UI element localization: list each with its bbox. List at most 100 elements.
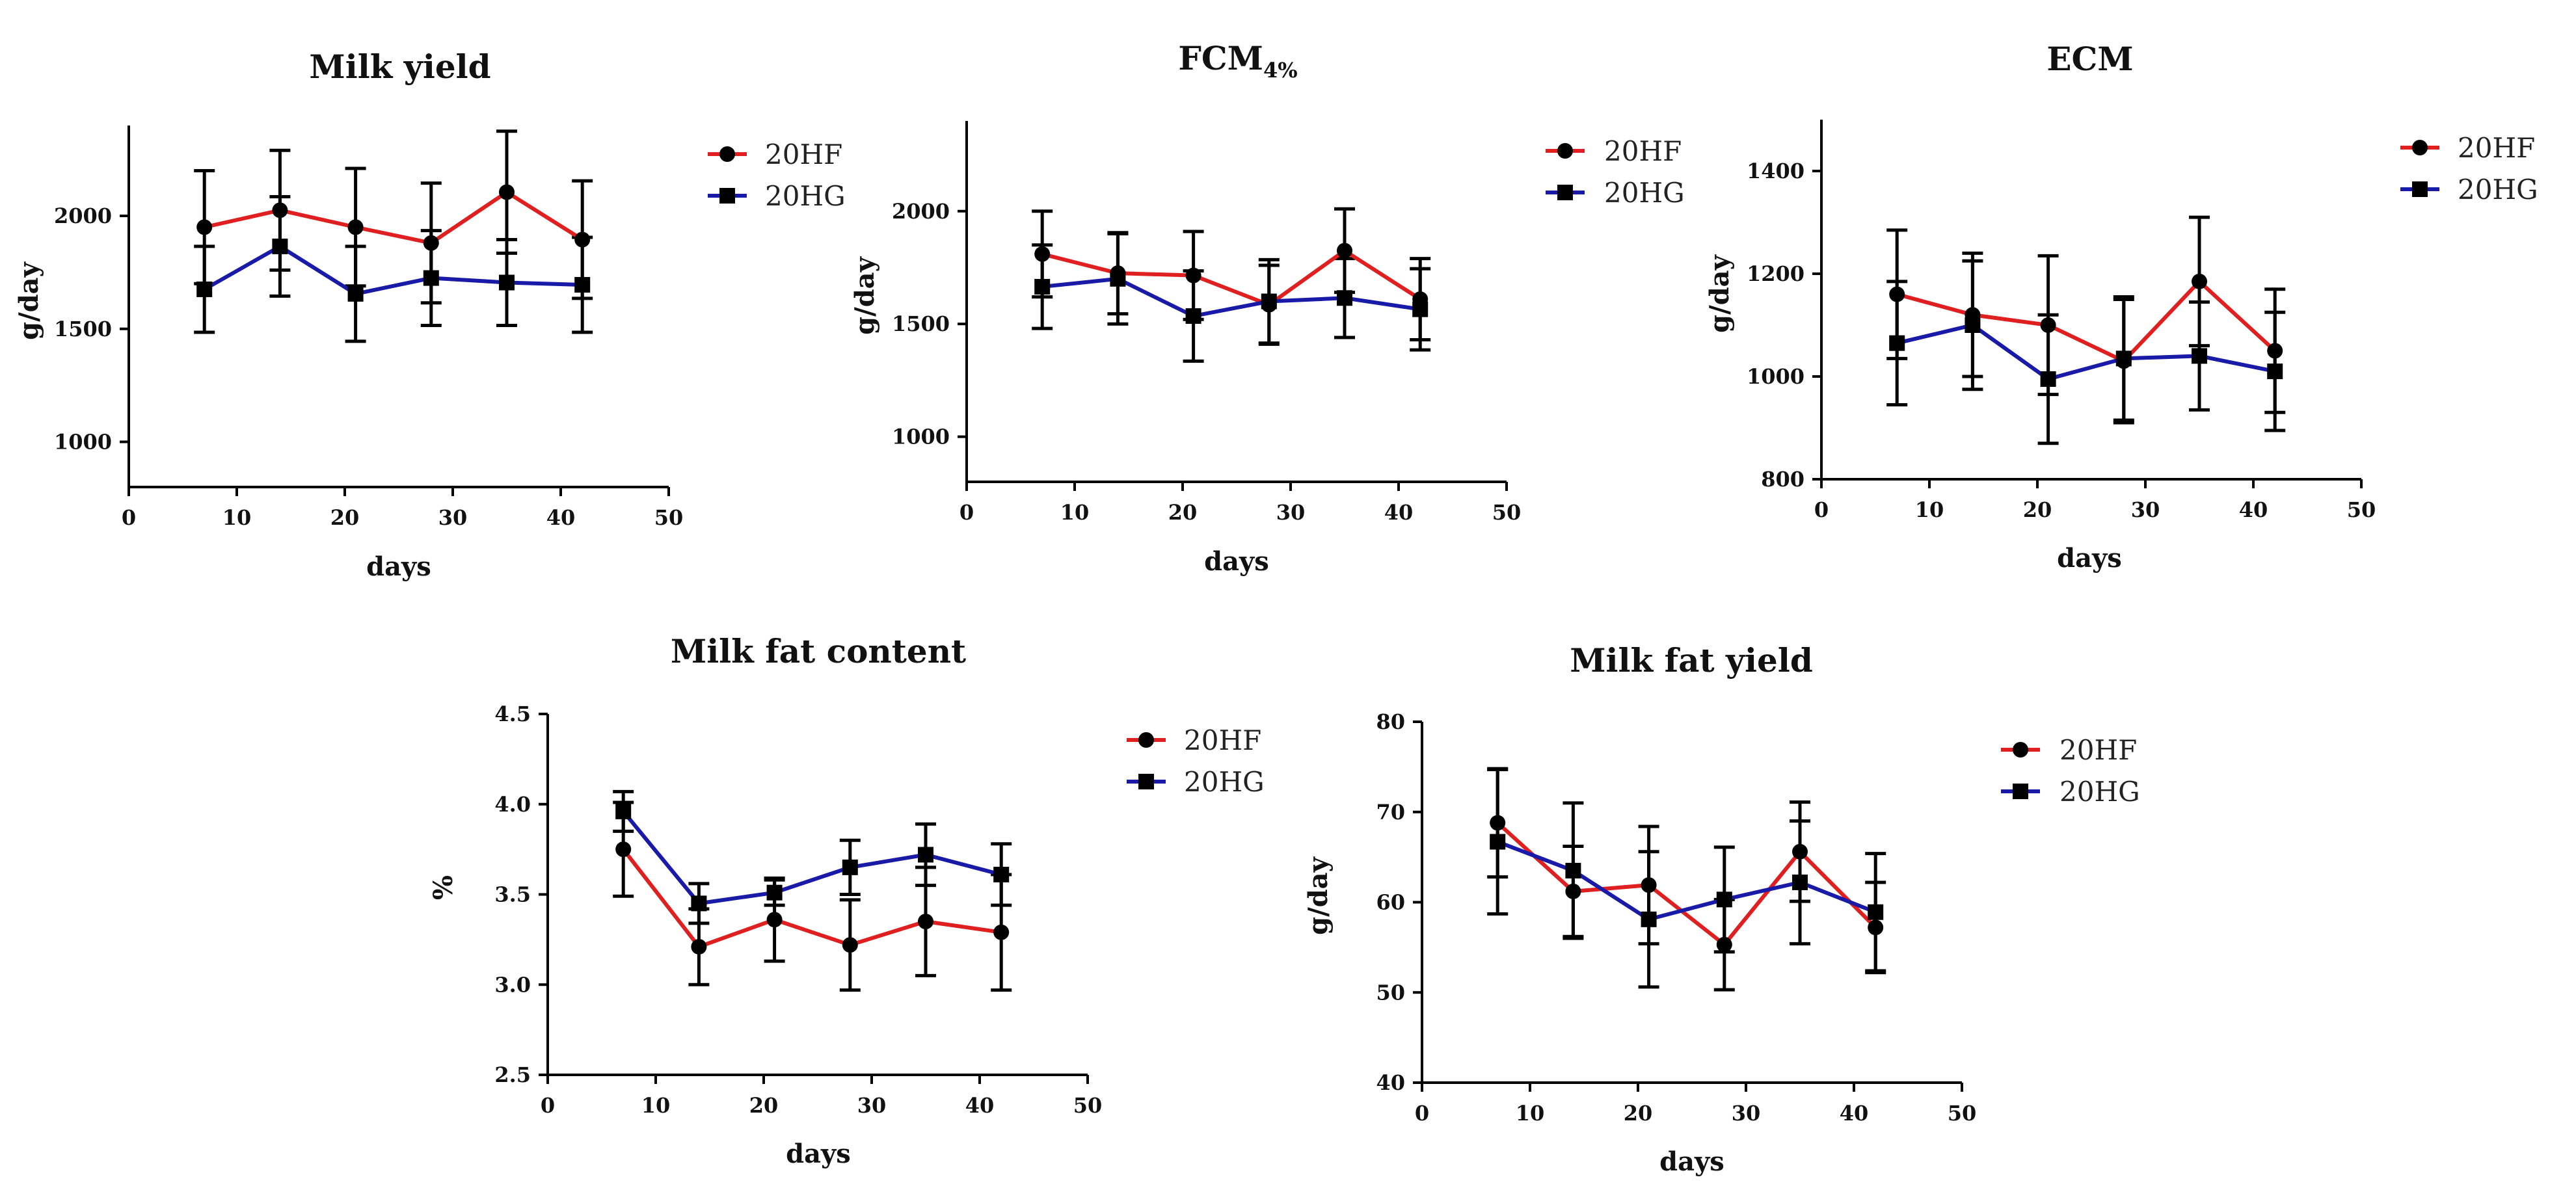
series-line-20HF xyxy=(1896,278,2277,363)
series-line-20HF xyxy=(1041,248,1421,308)
x-tick-label: 20 xyxy=(749,1093,779,1118)
data-point-20HF xyxy=(1641,877,1657,893)
y-axis-label: g/day xyxy=(1704,254,1735,332)
y-tick-label: 2000 xyxy=(892,199,950,224)
markers-layer xyxy=(196,184,591,302)
series-group xyxy=(1487,767,1886,992)
data-point-20HF xyxy=(2192,273,2207,289)
x-tick-label: 50 xyxy=(1948,1101,1977,1126)
ticks-group: 0 10 20 30 40 50 1000 1500 2000 xyxy=(892,199,1521,525)
x-tick-label: 10 xyxy=(222,505,252,530)
x-axis-label: days xyxy=(1204,546,1269,577)
x-tick-label: 0 xyxy=(122,505,136,530)
x-axis-label: days xyxy=(786,1139,851,1169)
y-tick-label: 1000 xyxy=(892,425,950,449)
y-tick-label: 4.5 xyxy=(494,702,531,726)
legend-marker-20HG xyxy=(2013,784,2028,799)
data-point-20HG xyxy=(1490,834,1506,850)
legend-label-20HF: 20HF xyxy=(1604,135,1682,167)
y-tick-label: 800 xyxy=(1761,467,1805,492)
y-tick-label: 80 xyxy=(1376,709,1405,734)
legend: 20HF 20HG xyxy=(2001,734,2140,808)
data-point-20HG xyxy=(347,285,364,302)
legend-marker-20HG xyxy=(1557,185,1573,200)
lines-layer xyxy=(621,810,1002,949)
data-point-20HF xyxy=(993,924,1010,940)
y-tick-label: 50 xyxy=(1376,980,1405,1005)
data-point-20HF xyxy=(2267,343,2283,359)
legend-label-20HF: 20HF xyxy=(1184,724,1261,756)
data-point-20HF xyxy=(1490,815,1506,831)
x-axis-label: days xyxy=(2057,543,2122,574)
data-point-20HG xyxy=(423,270,439,286)
x-tick-label: 0 xyxy=(1814,497,1829,522)
data-point-20HF xyxy=(196,219,213,235)
series-line-20HF xyxy=(1496,821,1877,947)
x-tick-label: 0 xyxy=(1415,1101,1429,1126)
data-point-20HF xyxy=(1716,936,1732,953)
data-point-20HF xyxy=(615,841,632,858)
x-tick-label: 0 xyxy=(541,1093,555,1118)
legend-label-20HF: 20HF xyxy=(2458,132,2535,164)
y-tick-label: 1200 xyxy=(1747,261,1805,286)
data-point-20HG xyxy=(1337,290,1352,306)
data-point-20HG xyxy=(196,281,213,297)
x-tick-label: 30 xyxy=(1732,1101,1761,1126)
data-point-20HF xyxy=(1337,243,1352,259)
data-point-20HG xyxy=(1889,335,1905,351)
data-point-20HF xyxy=(1868,919,1884,936)
legend-label-20HG: 20HG xyxy=(1604,177,1685,209)
legend-marker-20HF xyxy=(1138,732,1154,748)
legend-label-20HG: 20HG xyxy=(2059,776,2140,808)
legend-marker-20HF xyxy=(719,146,735,162)
x-tick-label: 10 xyxy=(1060,500,1090,525)
chart-title: Milk yield xyxy=(309,47,490,86)
title-subscript: 4% xyxy=(1263,58,1298,83)
data-point-20HG xyxy=(993,866,1010,882)
data-point-20HG xyxy=(1185,308,1201,324)
data-point-20HF xyxy=(1185,267,1201,284)
series-line-20HG xyxy=(1041,276,1421,319)
x-tick-label: 10 xyxy=(1516,1101,1545,1126)
x-tick-label: 40 xyxy=(1840,1101,1869,1126)
series-line-20HG xyxy=(203,244,583,297)
data-point-20HF xyxy=(1034,246,1051,262)
x-tick-label: 20 xyxy=(330,505,360,530)
y-tick-label: 1000 xyxy=(1747,364,1805,389)
x-tick-label: 20 xyxy=(1624,1101,1653,1126)
y-tick-label: 40 xyxy=(1376,1070,1405,1095)
data-point-20HG xyxy=(499,274,515,291)
data-point-20HF xyxy=(2040,317,2056,333)
lines-layer xyxy=(1041,248,1421,319)
ticks-group: 0 10 20 30 40 50 2.5 3.0 3.5 4.0 4.5 xyxy=(494,702,1102,1118)
legend-marker-20HG xyxy=(2412,181,2428,197)
lines-layer xyxy=(1496,821,1877,947)
data-point-20HF xyxy=(272,202,288,218)
panel-milk-fat-yield: Milk fat yield days g/day 0 10 20 30 40 50 40 5… xyxy=(1303,641,2140,1177)
markers-layer xyxy=(615,803,1010,955)
series-group xyxy=(1032,207,1431,363)
legend-marker-20HF xyxy=(2412,140,2428,155)
data-point-20HG xyxy=(2040,371,2056,387)
x-tick-label: 50 xyxy=(1073,1093,1103,1118)
x-tick-label: 30 xyxy=(438,505,468,530)
data-point-20HF xyxy=(766,912,783,928)
series-line-20HG xyxy=(1896,323,2275,382)
x-tick-label: 40 xyxy=(1384,500,1414,525)
series-line-20HF xyxy=(621,848,1002,949)
panel-milk-fat-content: Milk fat content days % 0 10 20 30 40 50 2.5 3.… xyxy=(428,632,1265,1169)
x-tick-label: 40 xyxy=(965,1093,995,1118)
data-point-20HF xyxy=(499,184,515,200)
x-axis-label: days xyxy=(1659,1146,1724,1177)
legend-label-20HF: 20HF xyxy=(2059,734,2137,766)
x-tick-label: 0 xyxy=(959,500,974,525)
data-point-20HG xyxy=(1868,904,1884,920)
series-group xyxy=(613,789,1012,992)
panel-milk-yield: Milk yield days g/day 0 10 20 30 40 50 1000 150… xyxy=(14,47,846,582)
markers-layer xyxy=(1034,243,1429,324)
data-point-20HF xyxy=(842,937,858,953)
data-point-20HF xyxy=(1565,883,1581,899)
x-tick-label: 10 xyxy=(641,1093,671,1118)
data-point-20HF xyxy=(691,938,707,955)
